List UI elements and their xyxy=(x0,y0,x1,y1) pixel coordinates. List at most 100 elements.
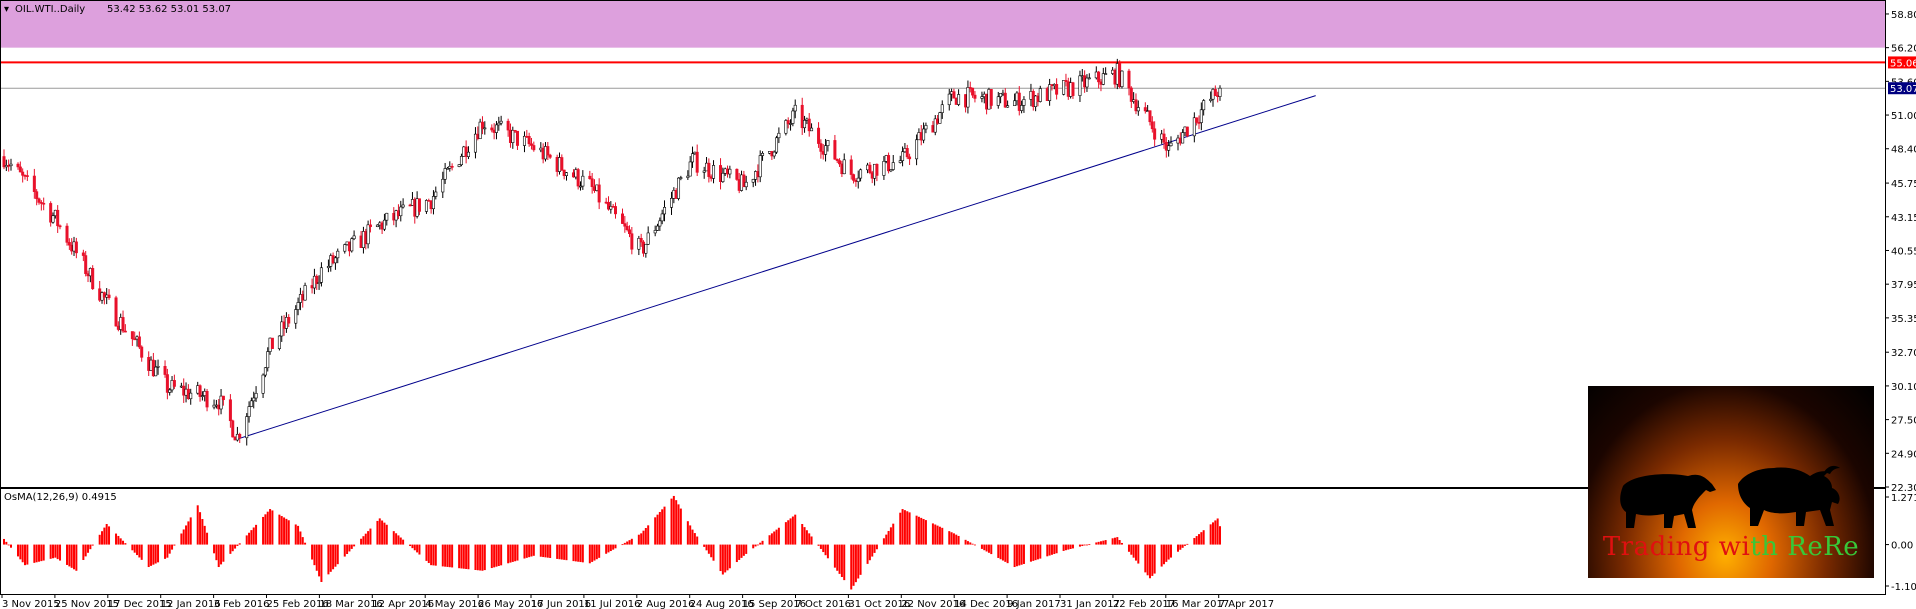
osma-bar xyxy=(1069,544,1072,549)
osma-bar xyxy=(297,525,300,545)
bull-candle xyxy=(277,335,281,349)
osma-bar xyxy=(1071,544,1074,549)
bear-candle xyxy=(1127,70,1131,89)
osma-bar xyxy=(565,544,568,561)
osma-bar xyxy=(409,544,412,547)
bull-candle xyxy=(791,110,795,124)
symbol-label: OIL.WTI..Daily xyxy=(15,4,85,15)
bear-candle xyxy=(606,202,610,210)
osma-bar xyxy=(1015,544,1018,567)
osma-bar xyxy=(658,511,661,545)
bull-candle xyxy=(856,177,860,182)
bear-candle xyxy=(74,241,78,254)
osma-bar xyxy=(185,525,188,545)
time-tick-label: 12 Jan 2016 xyxy=(161,599,221,609)
bear-candle xyxy=(270,337,274,349)
bull-candle xyxy=(247,406,251,417)
bull-candle xyxy=(842,159,846,175)
bear-candle xyxy=(833,140,837,160)
time-tick-label: 17 Jun 2016 xyxy=(531,599,591,609)
osma-bar xyxy=(1018,544,1021,566)
osma-bar xyxy=(313,544,316,566)
bear-candle xyxy=(742,174,746,188)
bear-candle xyxy=(107,294,111,299)
osma-bar xyxy=(628,540,631,545)
osma-bar xyxy=(416,544,419,553)
bull-candle xyxy=(679,177,683,179)
osma-bar xyxy=(458,544,461,569)
osma-bar xyxy=(343,544,346,557)
osma-bar xyxy=(105,524,108,545)
osma-bar xyxy=(810,536,813,545)
osma-bar xyxy=(542,544,545,558)
osma-bar xyxy=(1078,544,1081,547)
bear-candle xyxy=(490,127,494,131)
osma-bar xyxy=(707,544,710,554)
bear-candle xyxy=(614,206,618,215)
osma-bar xyxy=(84,544,87,557)
osma-bar xyxy=(213,544,216,554)
osma-bar xyxy=(280,516,283,545)
bear-candle xyxy=(123,330,127,333)
osma-bar xyxy=(250,530,253,545)
osma-bar xyxy=(787,520,790,545)
osma-bar xyxy=(859,544,862,575)
osma-bar xyxy=(712,544,715,561)
osma-bar xyxy=(89,544,92,550)
osma-bar xyxy=(1134,544,1137,561)
osma-bar xyxy=(369,528,372,545)
price-tick-label: 51.00 xyxy=(1891,111,1916,122)
osma-bar xyxy=(1211,522,1214,545)
osma-bar xyxy=(577,544,580,562)
osma-bar xyxy=(1046,544,1049,557)
osma-bar xyxy=(1001,544,1004,561)
osma-bar xyxy=(728,544,731,569)
bear-candle xyxy=(971,87,975,96)
osma-bar xyxy=(238,543,241,545)
time-tick-label: 25 Feb 2016 xyxy=(267,599,329,609)
osma-bar xyxy=(530,544,533,557)
osma-bar xyxy=(278,514,281,545)
bull-candle xyxy=(441,178,445,193)
bear-candle xyxy=(1129,87,1133,102)
bear-candle xyxy=(852,174,856,181)
logo-title-part-a: Trading wi xyxy=(1602,532,1751,562)
bull-candle xyxy=(249,400,253,407)
osma-bar xyxy=(122,540,125,545)
osma-bar xyxy=(724,544,727,573)
osma-bar xyxy=(850,544,853,590)
osma-bar xyxy=(1160,544,1163,567)
osma-bar xyxy=(1048,544,1051,556)
bull-candle xyxy=(777,132,781,139)
bull-candle xyxy=(609,206,613,210)
osma-bar xyxy=(327,544,330,575)
trend-line[interactable] xyxy=(237,95,1316,440)
osma-bar xyxy=(740,544,743,558)
osma-bar xyxy=(33,544,36,563)
osma-bar xyxy=(383,522,386,545)
osma-bar xyxy=(969,542,972,545)
osma-bar xyxy=(411,544,414,549)
collapse-arrow-icon[interactable]: ▾ xyxy=(4,4,9,15)
bull-candle xyxy=(810,127,814,132)
osma-bar xyxy=(948,531,951,545)
bull-candle xyxy=(670,198,674,208)
osma-bar xyxy=(248,532,251,545)
bull-candle xyxy=(924,125,928,130)
osma-bar xyxy=(495,544,498,567)
osma-bar xyxy=(490,544,493,569)
osma-bar xyxy=(24,544,27,566)
bull-candle xyxy=(1087,77,1091,80)
osma-bar xyxy=(180,533,183,545)
osma-bar xyxy=(465,544,468,569)
bull-candle xyxy=(522,135,526,146)
osma-bar xyxy=(887,530,890,545)
osma-bar xyxy=(348,544,351,552)
osma-bar xyxy=(320,544,323,582)
osma-bar xyxy=(1118,540,1121,545)
osma-bar xyxy=(287,520,290,545)
osma-bar xyxy=(301,537,304,545)
osma-bar xyxy=(647,525,650,545)
bear-candle xyxy=(464,146,468,157)
bear-candle xyxy=(91,268,95,290)
